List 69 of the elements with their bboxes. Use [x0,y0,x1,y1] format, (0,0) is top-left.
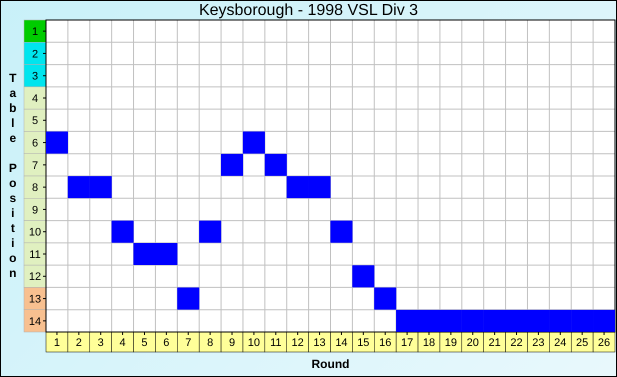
point [505,310,528,332]
x-tick-label: 14 [335,336,348,349]
y-tick-label: 4 [32,92,38,105]
y-tick-label: 8 [32,182,38,194]
x-tick-label: 2 [76,336,82,349]
point [242,132,265,154]
point [374,288,396,310]
point [418,310,440,332]
x-tick-label: 12 [292,336,304,349]
x-axis-title: Round [312,357,350,371]
y-tick-label: 5 [32,115,38,128]
x-tick-label: 1 [54,336,60,349]
point [593,310,615,332]
x-tick-label: 5 [141,336,148,349]
point [330,220,352,243]
point [440,310,462,332]
x-tick-label: 15 [357,336,370,349]
point [286,176,309,198]
point [484,310,506,332]
point [220,154,244,176]
point [396,310,418,332]
y-tick-label: 13 [28,293,42,306]
x-tick-label: 4 [120,336,126,349]
x-tick-label: 23 [532,336,545,349]
point [177,288,200,310]
point [308,176,331,198]
point [571,310,594,332]
point [155,242,178,266]
y-tick-label: 12 [28,271,42,284]
y-tick-label: 1 [32,26,38,38]
point [46,132,68,154]
x-tick-label: 21 [488,336,501,349]
y-axis-title: Table Position [6,71,20,281]
x-tick-label: 13 [313,336,326,349]
point [112,220,134,243]
x-tick-label: 16 [379,336,392,349]
point [68,176,90,198]
y-tick-label: 14 [28,316,42,328]
point [462,310,484,332]
x-tick-label: 19 [444,336,457,349]
y-tick-label: 9 [32,204,38,216]
x-tick-label: 9 [228,336,236,349]
point [549,310,572,332]
y-tick-label: 2 [32,48,38,60]
point [133,242,156,266]
chart-title: Keysborough - 1998 VSL Div 3 [198,2,420,20]
y-tick-label: 3 [32,70,38,83]
x-tick-label: 20 [466,336,479,349]
point [90,176,112,198]
x-tick-label: 26 [598,336,610,349]
point [264,154,287,176]
x-tick-label: 3 [98,336,104,349]
point [199,220,222,243]
x-tick-label: 10 [248,336,260,349]
x-tick-label: 11 [270,336,282,349]
x-tick-label: 24 [554,336,566,349]
x-tick-label: 18 [422,336,436,349]
x-tick-label: 7 [185,336,192,349]
y-tick-label: 7 [32,160,38,172]
x-tick-label: 22 [510,336,523,349]
point [352,265,374,288]
y-tick-label: 10 [28,226,42,239]
y-tick-label: 6 [32,137,38,150]
y-tick-label: 11 [29,248,41,261]
x-tick-label: 25 [576,336,588,349]
x-tick-label: 6 [163,336,170,349]
x-tick-label: 8 [207,336,214,349]
point [527,310,550,332]
x-tick-label: 17 [400,336,414,349]
